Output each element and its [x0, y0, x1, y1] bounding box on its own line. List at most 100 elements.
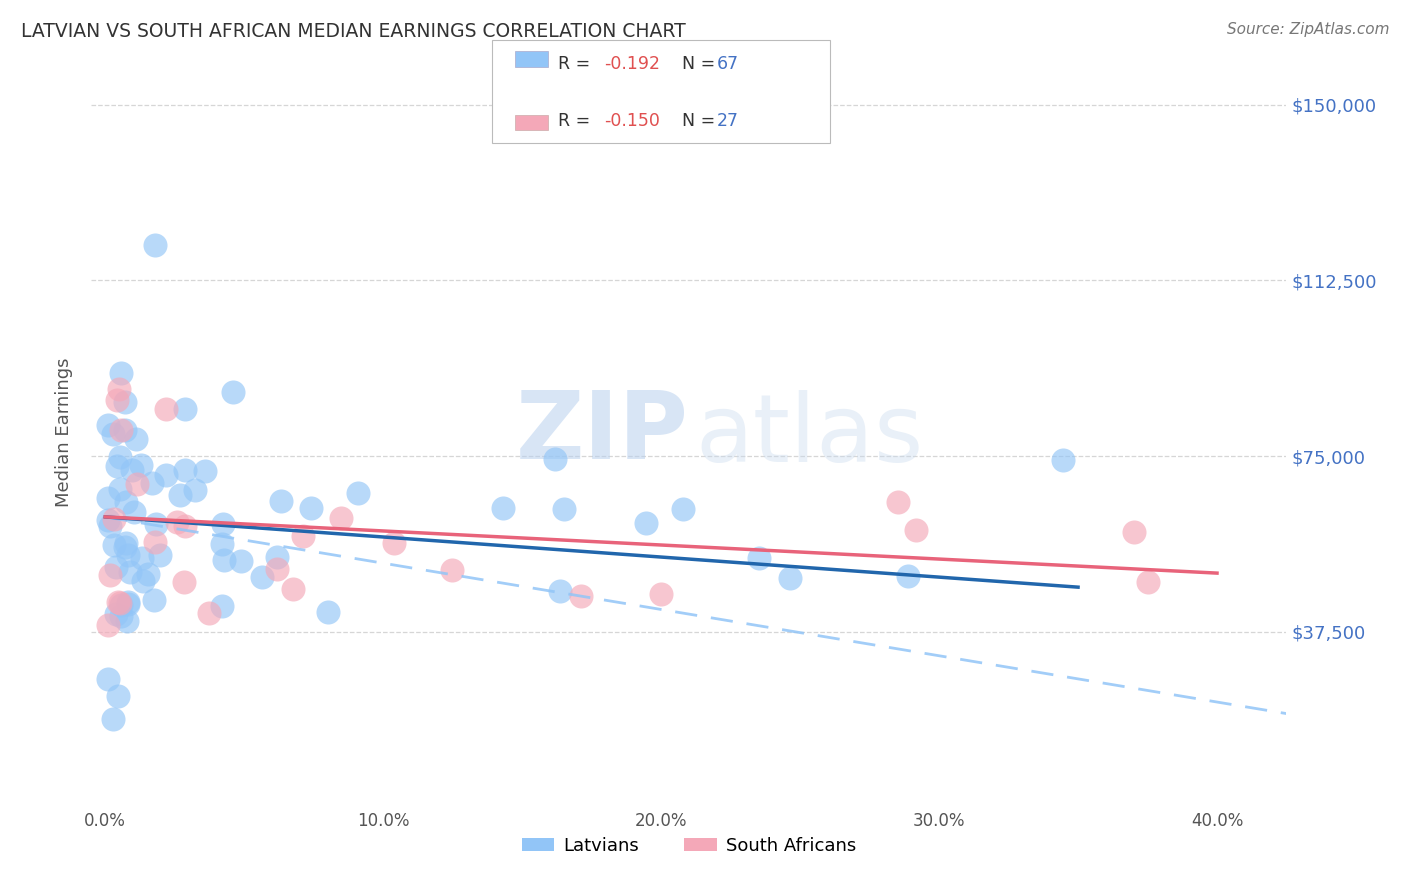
Point [114, 395, 136, 409]
Point [97, 418, 120, 433]
Point [329, 511, 352, 525]
Point [105, 459, 128, 474]
Point [108, 482, 131, 496]
Point [174, 402, 197, 417]
Point [115, 495, 138, 509]
Point [132, 574, 155, 589]
Point [97, 673, 120, 687]
Text: R =: R = [558, 55, 596, 73]
Point [97, 491, 120, 505]
Point [194, 465, 217, 479]
Point [110, 609, 132, 624]
Point [173, 574, 195, 589]
Point [149, 549, 172, 563]
Point [174, 519, 197, 533]
Point [117, 548, 139, 562]
Point [544, 452, 567, 467]
Point [141, 475, 163, 490]
Legend: Latvians, South Africans: Latvians, South Africans [515, 830, 863, 862]
Point [107, 690, 129, 704]
Point [110, 598, 132, 612]
Point [114, 536, 136, 550]
Text: -0.192: -0.192 [605, 55, 661, 73]
Point [672, 502, 695, 516]
Point [117, 597, 139, 611]
Point [748, 551, 770, 566]
Point [114, 540, 136, 554]
Point [212, 553, 235, 567]
Point [131, 551, 153, 566]
Y-axis label: Median Earnings: Median Earnings [55, 358, 73, 508]
Point [1052, 453, 1074, 467]
Point [121, 463, 143, 477]
Point [107, 382, 129, 396]
Point [107, 594, 129, 608]
Point [231, 554, 253, 568]
Point [103, 538, 125, 552]
Point [136, 567, 159, 582]
Point [117, 594, 139, 608]
Point [143, 592, 166, 607]
Text: N =: N = [671, 55, 720, 73]
Point [347, 486, 370, 500]
Text: R =: R = [558, 112, 596, 129]
Point [145, 535, 167, 549]
Point [211, 536, 233, 550]
Point [299, 501, 322, 516]
Point [183, 483, 205, 498]
Point [169, 488, 191, 502]
Point [553, 501, 575, 516]
Point [118, 566, 141, 580]
Point [266, 549, 288, 564]
Text: ZIP: ZIP [516, 386, 689, 479]
Text: -0.150: -0.150 [605, 112, 661, 129]
Point [292, 529, 315, 543]
Point [105, 560, 128, 574]
Point [104, 607, 127, 621]
Point [122, 505, 145, 519]
Point [143, 238, 166, 252]
Point [97, 513, 120, 527]
Point [897, 569, 920, 583]
Point [155, 402, 177, 417]
Point [548, 583, 571, 598]
Point [887, 495, 910, 509]
Point [636, 516, 658, 531]
Point [281, 582, 304, 596]
Point [115, 614, 138, 628]
Point [166, 515, 188, 529]
Text: LATVIAN VS SOUTH AFRICAN MEDIAN EARNINGS CORRELATION CHART: LATVIAN VS SOUTH AFRICAN MEDIAN EARNINGS… [21, 22, 686, 41]
Point [266, 562, 288, 576]
Text: Source: ZipAtlas.com: Source: ZipAtlas.com [1226, 22, 1389, 37]
Point [779, 571, 801, 585]
Point [114, 424, 136, 438]
Text: atlas: atlas [695, 391, 924, 483]
Point [125, 432, 148, 446]
Point [110, 450, 132, 465]
Point [270, 494, 292, 508]
Point [198, 607, 221, 621]
Point [1136, 575, 1159, 590]
Point [98, 518, 121, 533]
Point [98, 568, 121, 582]
Text: 27: 27 [717, 112, 740, 129]
Point [129, 458, 152, 472]
Point [316, 606, 339, 620]
Point [125, 477, 148, 491]
Point [250, 570, 273, 584]
Point [212, 516, 235, 531]
Point [110, 596, 132, 610]
Point [440, 564, 463, 578]
Point [110, 423, 132, 437]
Point [97, 618, 120, 632]
Point [1122, 524, 1144, 539]
Point [103, 712, 125, 726]
Point [155, 467, 177, 482]
Point [211, 599, 233, 613]
Point [491, 501, 513, 516]
Point [145, 517, 167, 532]
Point [110, 366, 132, 380]
Point [650, 587, 672, 601]
Point [101, 426, 124, 441]
Point [174, 463, 197, 477]
